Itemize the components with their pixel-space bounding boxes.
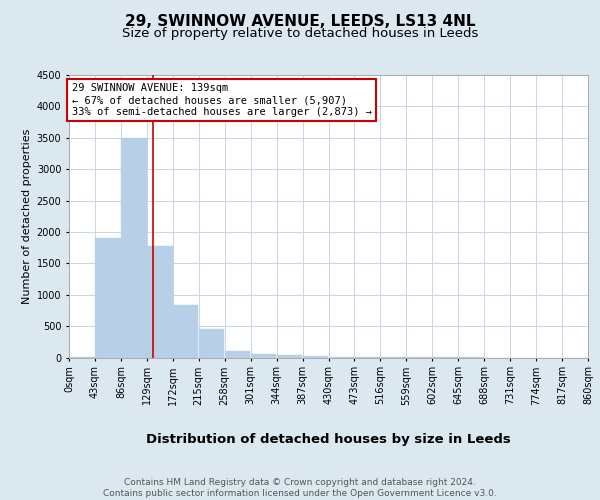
Bar [225,350,250,358]
Text: 29 SWINNOW AVENUE: 139sqm
← 67% of detached houses are smaller (5,907)
33% of se: 29 SWINNOW AVENUE: 139sqm ← 67% of detac… [71,84,371,116]
Y-axis label: Number of detached properties: Number of detached properties [22,128,32,304]
Bar [199,329,224,358]
Text: Contains HM Land Registry data © Crown copyright and database right 2024.
Contai: Contains HM Land Registry data © Crown c… [103,478,497,498]
Bar [251,354,277,358]
Bar [95,238,121,358]
Bar [329,357,354,358]
Bar [147,246,173,358]
Text: Distribution of detached houses by size in Leeds: Distribution of detached houses by size … [146,432,511,446]
Bar [121,138,146,358]
Bar [277,356,302,358]
Bar [303,356,328,358]
Bar [173,305,199,358]
Text: 29, SWINNOW AVENUE, LEEDS, LS13 4NL: 29, SWINNOW AVENUE, LEEDS, LS13 4NL [125,14,475,29]
Text: Size of property relative to detached houses in Leeds: Size of property relative to detached ho… [122,28,478,40]
